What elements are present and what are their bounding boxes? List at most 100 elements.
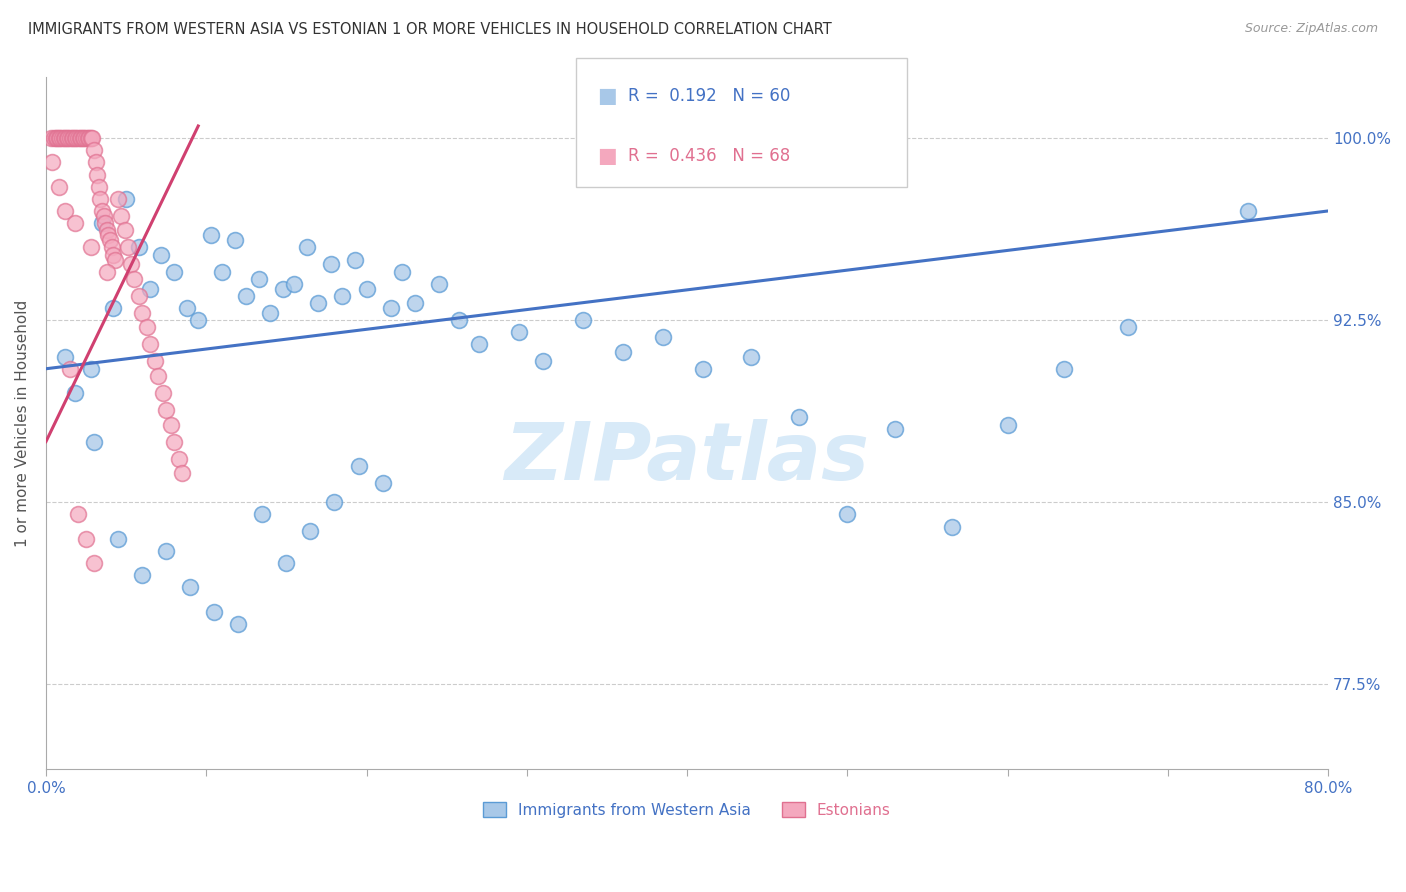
Point bbox=[70, 131, 93, 145]
Point bbox=[76, 131, 98, 145]
Point bbox=[572, 313, 595, 327]
Point bbox=[404, 296, 426, 310]
Point bbox=[347, 458, 370, 473]
Point bbox=[172, 466, 194, 480]
Point bbox=[114, 223, 136, 237]
Point bbox=[163, 265, 186, 279]
Point bbox=[652, 330, 675, 344]
Point bbox=[344, 252, 367, 267]
Point bbox=[427, 277, 450, 291]
Point bbox=[80, 361, 103, 376]
Point bbox=[307, 296, 329, 310]
Point bbox=[179, 580, 201, 594]
Point bbox=[837, 508, 859, 522]
Point bbox=[83, 556, 105, 570]
Point bbox=[131, 568, 153, 582]
Point bbox=[53, 350, 76, 364]
Point bbox=[276, 556, 298, 570]
Point bbox=[91, 216, 114, 230]
Point bbox=[997, 417, 1019, 432]
Point bbox=[73, 131, 96, 145]
Point bbox=[283, 277, 305, 291]
Point bbox=[508, 326, 530, 340]
Point bbox=[323, 495, 346, 509]
Point bbox=[77, 131, 100, 145]
Point bbox=[53, 203, 76, 218]
Point bbox=[332, 289, 354, 303]
Point bbox=[97, 228, 120, 243]
Point bbox=[787, 410, 810, 425]
Point bbox=[94, 216, 117, 230]
Point bbox=[941, 519, 963, 533]
Point bbox=[143, 354, 166, 368]
Point bbox=[104, 252, 127, 267]
Point bbox=[75, 131, 97, 145]
Point bbox=[136, 320, 159, 334]
Point bbox=[187, 313, 209, 327]
Point bbox=[211, 265, 233, 279]
Point bbox=[120, 257, 142, 271]
Point bbox=[139, 337, 162, 351]
Point bbox=[467, 337, 489, 351]
Point bbox=[1116, 320, 1139, 334]
Point bbox=[1237, 203, 1260, 218]
Point bbox=[1053, 361, 1076, 376]
Point bbox=[45, 131, 67, 145]
Point bbox=[83, 143, 105, 157]
Point bbox=[155, 544, 177, 558]
Point bbox=[152, 386, 174, 401]
Point bbox=[59, 361, 82, 376]
Text: ■: ■ bbox=[598, 87, 617, 106]
Point bbox=[89, 192, 111, 206]
Legend: Immigrants from Western Asia, Estonians: Immigrants from Western Asia, Estonians bbox=[477, 796, 897, 824]
Point bbox=[139, 282, 162, 296]
Point bbox=[42, 131, 65, 145]
Point bbox=[107, 192, 129, 206]
Text: R =  0.192   N = 60: R = 0.192 N = 60 bbox=[628, 87, 790, 105]
Point bbox=[202, 605, 225, 619]
Point bbox=[103, 301, 125, 315]
Point bbox=[252, 508, 274, 522]
Point bbox=[91, 203, 114, 218]
Point bbox=[247, 272, 270, 286]
Point bbox=[356, 282, 378, 296]
Point bbox=[110, 209, 132, 223]
Point bbox=[62, 131, 84, 145]
Point bbox=[200, 228, 222, 243]
Point bbox=[52, 131, 75, 145]
Point bbox=[128, 240, 150, 254]
Point bbox=[80, 131, 103, 145]
Point bbox=[226, 616, 249, 631]
Point bbox=[80, 240, 103, 254]
Point bbox=[51, 131, 73, 145]
Point bbox=[63, 216, 86, 230]
Point bbox=[884, 422, 907, 436]
Point bbox=[371, 475, 394, 490]
Point bbox=[84, 155, 107, 169]
Point bbox=[740, 350, 762, 364]
Point bbox=[259, 306, 281, 320]
Text: IMMIGRANTS FROM WESTERN ASIA VS ESTONIAN 1 OR MORE VEHICLES IN HOUSEHOLD CORRELA: IMMIGRANTS FROM WESTERN ASIA VS ESTONIAN… bbox=[28, 22, 832, 37]
Point bbox=[131, 306, 153, 320]
Point bbox=[58, 131, 80, 145]
Point bbox=[224, 233, 246, 247]
Point bbox=[83, 434, 105, 449]
Point bbox=[46, 131, 69, 145]
Text: ZIPatlas: ZIPatlas bbox=[505, 419, 869, 497]
Point bbox=[115, 192, 138, 206]
Point bbox=[176, 301, 198, 315]
Point bbox=[163, 434, 186, 449]
Point bbox=[56, 131, 79, 145]
Point bbox=[65, 131, 87, 145]
Point bbox=[98, 233, 121, 247]
Point bbox=[235, 289, 257, 303]
Point bbox=[53, 131, 76, 145]
Point bbox=[531, 354, 554, 368]
Point bbox=[86, 168, 108, 182]
Point bbox=[692, 361, 714, 376]
Point bbox=[96, 223, 118, 237]
Point bbox=[63, 386, 86, 401]
Point bbox=[380, 301, 402, 315]
Point bbox=[321, 257, 343, 271]
Point bbox=[48, 131, 70, 145]
